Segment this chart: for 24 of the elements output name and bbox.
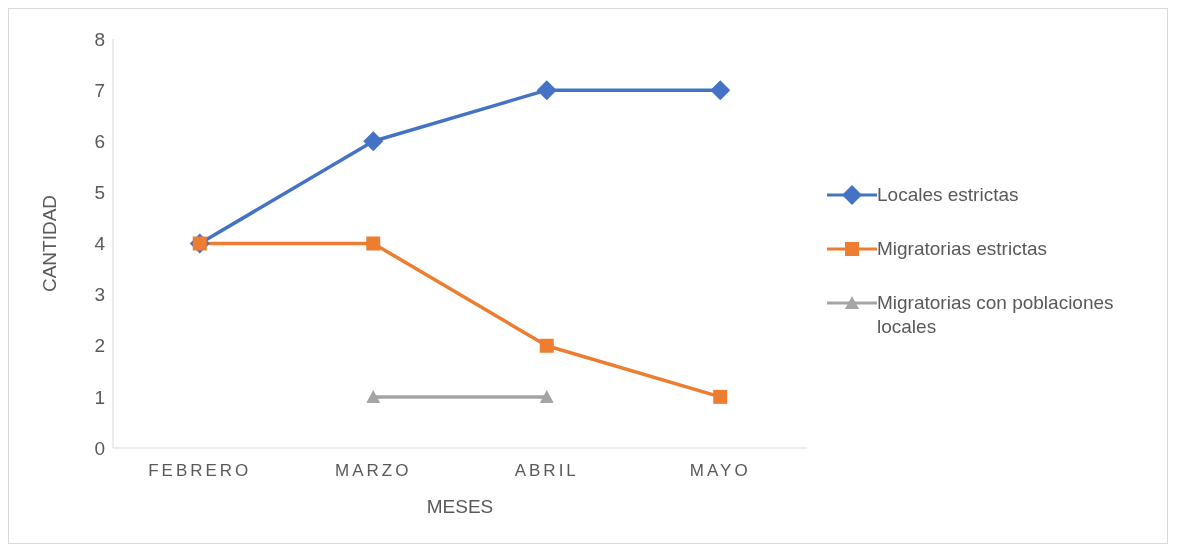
y-axis-title: CANTIDAD xyxy=(38,194,60,293)
y-tick-label: 0 xyxy=(94,437,105,459)
point xyxy=(363,131,384,152)
y-tick-label: 3 xyxy=(94,284,105,306)
x-tick-label: MAYO xyxy=(689,461,751,480)
y-tick-label: 6 xyxy=(94,130,105,152)
x-tick-label: MARZO xyxy=(335,461,412,480)
point xyxy=(710,80,731,101)
y-tick-label: 7 xyxy=(94,79,105,101)
x-axis-title: MESES xyxy=(426,496,494,517)
y-tick-label: 2 xyxy=(94,335,105,357)
y-tick-label: 5 xyxy=(94,182,105,204)
y-tick-label: 4 xyxy=(94,233,106,255)
y-tick-label: 8 xyxy=(94,28,105,50)
point xyxy=(713,389,728,404)
point xyxy=(539,338,554,353)
legend-label: Migratorias con poblaciones locales xyxy=(877,291,1115,339)
x-tick-label: ABRIL xyxy=(514,461,579,480)
y-tick-label: 1 xyxy=(94,386,105,408)
legend-label: Migratorias estrictas xyxy=(877,237,1047,261)
x-tick-label: FEBRERO xyxy=(148,461,252,480)
point xyxy=(536,80,557,101)
point xyxy=(366,236,381,251)
legend-label: Locales estrictas xyxy=(877,183,1019,207)
